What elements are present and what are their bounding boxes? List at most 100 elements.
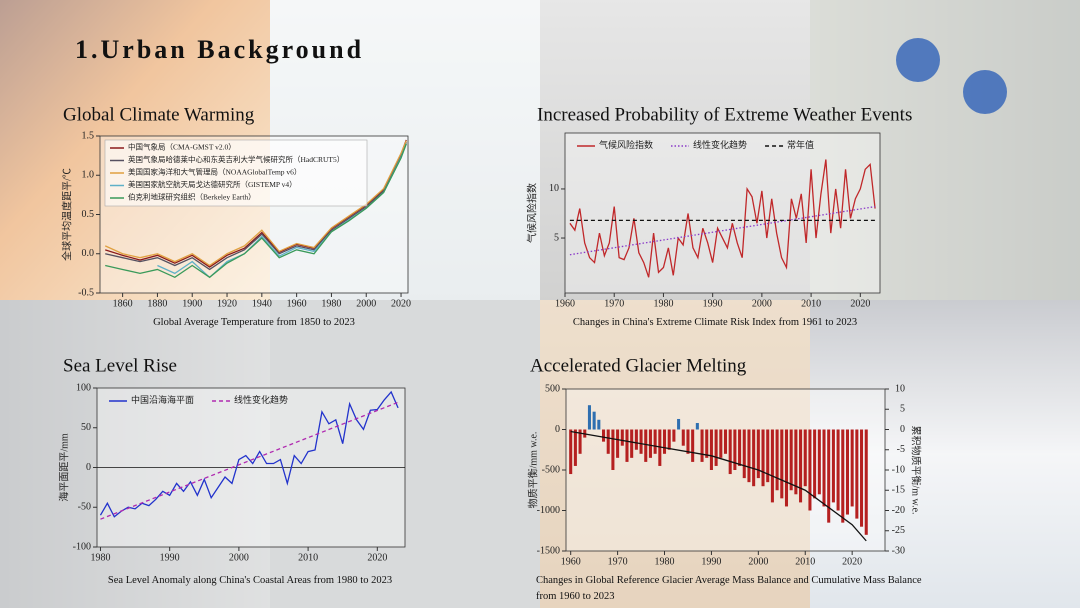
bar	[648, 429, 652, 458]
x-tick-label: 2000	[229, 552, 249, 563]
chart-caption: Global Average Temperature from 1850 to …	[153, 317, 355, 328]
bar	[573, 429, 577, 466]
y-tick-label: 10	[549, 183, 559, 194]
page-title: 1.Urban Background	[75, 35, 364, 64]
x-tick-label: 1880	[147, 298, 167, 309]
x-tick-label: 1990	[703, 298, 723, 309]
chart-panel: Global Climate Warming -0.5 0.0 0.5 1.0 1.5 18…	[60, 104, 411, 309]
y-tick-label: 0.5	[82, 209, 95, 220]
bar	[803, 429, 807, 487]
y2-tick-label: -20	[892, 505, 905, 516]
y-tick-label: -0.5	[78, 287, 94, 298]
bar	[836, 429, 840, 511]
y-tick-label: 1.5	[82, 130, 95, 141]
x-tick-label: 1960	[561, 556, 581, 567]
x-tick-label: 1990	[701, 556, 721, 567]
bar	[808, 429, 812, 511]
x-tick-label: 2020	[391, 298, 411, 309]
y2-tick-label: 0	[900, 424, 905, 435]
x-tick-label: 1960	[555, 298, 575, 309]
y-axis-label: 气候风险指数	[525, 183, 538, 243]
chart-title: Sea Level Rise	[63, 355, 177, 376]
bar	[691, 429, 695, 462]
x-tick-label: 1920	[217, 298, 237, 309]
y-tick-label: 0	[555, 424, 560, 435]
bar	[700, 429, 704, 462]
bar	[695, 423, 699, 430]
bar	[578, 429, 582, 454]
x-tick-label: 2010	[795, 556, 815, 567]
bar	[794, 429, 798, 495]
x-tick-label: 1990	[160, 552, 180, 563]
y-axis-label: 物质平衡/mm w.e.	[526, 432, 539, 509]
plot-frame	[564, 132, 881, 294]
y2-axis-label: 累积物质平衡/m w.e.	[910, 425, 923, 514]
legend-box	[104, 139, 368, 207]
x-tick-label: 2010	[298, 552, 318, 563]
bar	[733, 429, 737, 470]
bar	[775, 429, 779, 491]
bar	[822, 429, 826, 507]
y-axis-label: 海平面距平/mm	[57, 433, 70, 502]
y2-tick-label: 10	[895, 383, 905, 394]
y-tick-label: -100	[73, 541, 91, 552]
x-tick-label: 2000	[748, 556, 768, 567]
bar	[630, 429, 634, 458]
bar	[817, 429, 821, 495]
bar	[592, 411, 596, 430]
bar	[639, 429, 643, 454]
bar	[761, 429, 765, 487]
chart-caption: Changes in Global Reference Glacier Aver…	[536, 575, 922, 602]
bar	[597, 419, 601, 430]
y-tick-label: 500	[545, 383, 560, 394]
y2-tick-label: 5	[900, 404, 905, 415]
legend-label: 线性变化趋势	[234, 394, 288, 405]
legend-label: 伯克利地球研究组织（Berkeley Earth）	[128, 192, 256, 202]
bar	[784, 429, 789, 507]
bar	[662, 429, 667, 454]
bar	[709, 429, 713, 470]
x-tick-label: 2000	[356, 298, 376, 309]
y2-tick-label: -15	[892, 485, 905, 496]
bar	[799, 429, 803, 503]
y-tick-label: 1.0	[82, 170, 95, 181]
x-tick-label: 1970	[604, 298, 624, 309]
bar	[864, 429, 868, 535]
bar	[653, 429, 657, 454]
y-tick-label: -1000	[537, 505, 560, 516]
bar	[770, 429, 774, 503]
x-tick-label: 1940	[252, 298, 272, 309]
bar	[827, 429, 831, 523]
x-tick-label: 1970	[608, 556, 628, 567]
bar	[747, 429, 751, 483]
chart-caption: Changes in China's Extreme Climate Risk …	[572, 317, 858, 328]
y2-tick-label: -30	[892, 545, 905, 556]
bar	[738, 429, 742, 466]
bar	[742, 429, 746, 479]
bar	[766, 429, 770, 483]
bar	[606, 429, 610, 454]
chart-title: Global Climate Warming	[63, 104, 255, 125]
legend: 中国气象局（CMA-GMST v2.0） 英国气象局哈德莱中心和东英吉利大学气候研…	[104, 139, 368, 207]
x-tick-label: 1980	[655, 556, 675, 567]
series-line	[100, 401, 399, 520]
y-axis-label: 全球平均温度距平/℃	[60, 168, 73, 261]
chart-title: Increased Probability of Extreme Weather…	[537, 104, 912, 125]
x-tick-label: 1980	[90, 552, 110, 563]
bar	[845, 429, 849, 515]
series-line	[105, 142, 407, 271]
y2-tick-label: -25	[892, 525, 905, 536]
bar	[789, 429, 793, 491]
bar	[634, 429, 638, 450]
x-tick-label: 2020	[842, 556, 862, 567]
bar	[813, 429, 817, 499]
bar	[620, 429, 624, 446]
series-line	[569, 159, 876, 278]
x-tick-label: 2020	[367, 552, 387, 563]
bar	[587, 405, 591, 430]
legend: 气候风险指数 线性变化趋势 常年值	[577, 139, 814, 150]
legend-label: 线性变化趋势	[693, 139, 747, 150]
